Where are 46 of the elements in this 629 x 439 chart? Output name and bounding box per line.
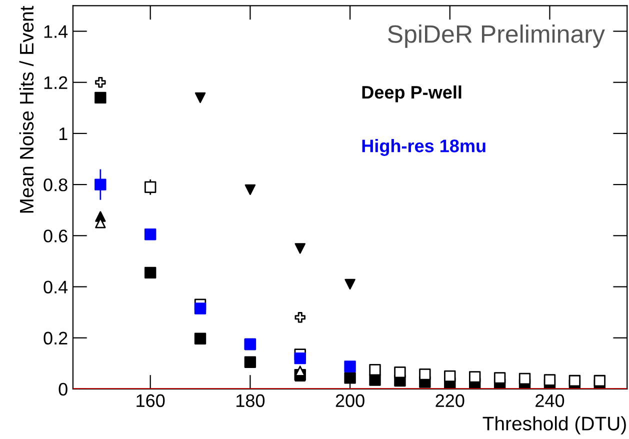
y-tick-label: 1.4: [44, 25, 68, 38]
text: High-res 18mu: [362, 139, 486, 156]
point: [394, 366, 406, 378]
y-tick-label: 0.2: [44, 332, 68, 345]
point: [244, 184, 256, 196]
x-tick-label: 160: [136, 394, 165, 408]
point: [469, 371, 481, 383]
point: [369, 364, 381, 376]
y-tick-label: 1.2: [44, 76, 68, 89]
point: [144, 181, 156, 193]
point: [294, 352, 306, 364]
point: [244, 356, 256, 368]
point: [194, 92, 206, 104]
x-tick-label: 240: [536, 394, 564, 408]
point: [194, 302, 206, 314]
text: Deep P-well: [362, 85, 462, 102]
point: [419, 368, 431, 380]
point: [518, 372, 531, 385]
point: [344, 360, 356, 372]
point: [144, 266, 156, 279]
y-tick-label: 1: [59, 128, 68, 140]
point: [444, 370, 456, 382]
point: [369, 374, 381, 386]
point: [494, 372, 506, 384]
annotation: SpiDeR Preliminary: [388, 24, 605, 48]
point: [95, 77, 106, 88]
y-tick-label: 0.6: [44, 230, 68, 242]
point: [194, 332, 206, 344]
point: [594, 374, 606, 387]
point: [94, 92, 106, 104]
point: [344, 278, 356, 290]
x-tick-label: 220: [436, 394, 464, 408]
y-tick-label: 0: [58, 382, 68, 396]
y-axis-title: Mean Noise Hits / Event: [19, 6, 34, 213]
point: [94, 178, 106, 190]
point: [294, 243, 306, 254]
y-tick-label: 0.4: [44, 280, 68, 294]
point: [144, 228, 156, 240]
point: [544, 374, 556, 386]
x-tick-label: 180: [236, 394, 265, 408]
y-tick-label: 0.8: [44, 178, 68, 192]
x-tick-label: 200: [336, 394, 364, 408]
x-axis-title: Threshold (DTU): [482, 416, 626, 434]
point: [344, 372, 356, 384]
point: [294, 312, 306, 323]
point: [568, 374, 581, 387]
